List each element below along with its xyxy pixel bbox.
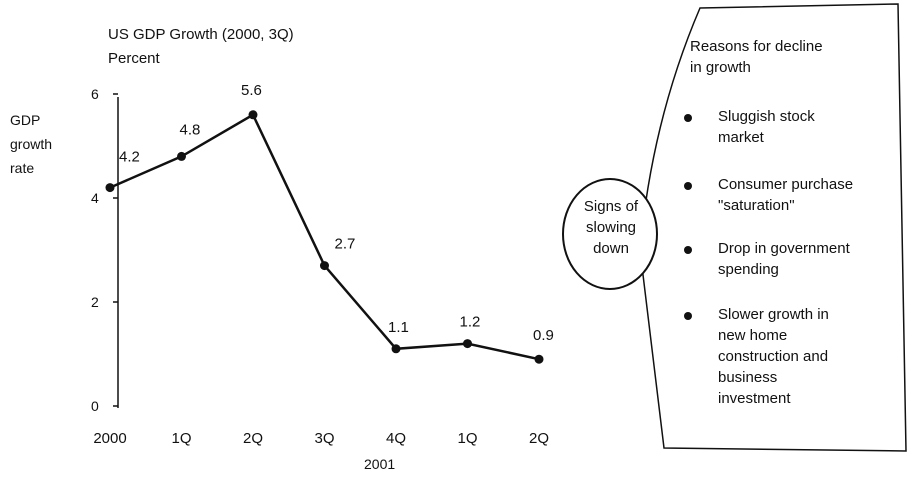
y-tick-label: 6: [91, 86, 99, 102]
data-label: 4.8: [180, 121, 201, 138]
bullet-icon: [684, 114, 692, 122]
signs-circle-line-3: down: [593, 240, 629, 257]
reason-line: construction and: [718, 348, 829, 365]
data-point: [320, 261, 329, 271]
y-axis-label-line-1: GDP: [10, 112, 41, 128]
data-point: [391, 344, 401, 354]
reason-line: Drop in government: [718, 240, 850, 257]
bullet-icon: [684, 246, 692, 254]
x-tick-label: 2Q: [243, 430, 263, 447]
data-point: [105, 183, 115, 193]
bullet-icon: [684, 312, 692, 320]
reason-line: spending: [718, 261, 779, 278]
reason-line: business: [718, 369, 778, 386]
reason-line: Slower growth in: [718, 306, 829, 323]
y-tick-label: 4: [91, 190, 99, 206]
reasons-heading: Reasons for decline in growth: [690, 36, 823, 78]
chart-subtitle: Percent: [108, 50, 160, 67]
data-labels: 4.2 4.8 5.6 2.7 1.1 1.2 0.9: [119, 82, 554, 344]
reasons-heading-line-2: in growth: [690, 59, 751, 76]
data-label: 1.2: [460, 314, 481, 331]
reason-line: market: [718, 129, 764, 146]
reason-line: Sluggish stock: [718, 108, 815, 125]
data-point: [534, 354, 544, 364]
x-tick-label: 1Q: [171, 430, 191, 447]
signs-circle: [562, 178, 658, 290]
data-label: 4.2: [119, 149, 140, 166]
x-axis-labels: 2000 1Q 2Q 3Q 4Q 1Q 2Q: [93, 430, 549, 447]
y-axis-ticks: 0 2 4 6: [91, 86, 118, 414]
x-axis-year-label: 2001: [364, 456, 396, 472]
signs-circle-line-2: slowing: [585, 219, 637, 236]
data-label: 5.6: [241, 82, 262, 99]
reason-line: "saturation": [718, 197, 795, 214]
data-label: 0.9: [533, 327, 554, 344]
y-tick-label: 2: [91, 294, 99, 310]
y-axis-label-line-2: growth: [10, 136, 53, 152]
y-axis-label-line-3: rate: [10, 160, 35, 176]
data-label: 2.7: [335, 236, 356, 253]
data-point: [177, 151, 186, 161]
data-point: [463, 339, 472, 349]
data-label: 1.1: [388, 319, 409, 336]
y-tick-label: 0: [91, 398, 99, 414]
x-tick-label: 2Q: [529, 430, 549, 447]
reasons-heading-line-1: Reasons for decline: [690, 38, 823, 55]
x-tick-label: 3Q: [314, 430, 334, 447]
data-point: [248, 110, 258, 120]
reason-line: investment: [718, 390, 791, 407]
reason-line: Consumer purchase: [718, 176, 854, 193]
signs-circle-label: Signs of slowing down: [566, 196, 656, 259]
signs-circle-line-1: Signs of: [583, 198, 639, 215]
reason-line: new home: [718, 327, 788, 344]
x-tick-label: 4Q: [386, 430, 406, 447]
data-points: [105, 110, 544, 364]
bullet-icon: [684, 182, 692, 190]
chart-title: US GDP Growth (2000, 3Q): [108, 26, 294, 43]
x-tick-label: 2000: [93, 430, 126, 447]
x-tick-label: 1Q: [457, 430, 477, 447]
